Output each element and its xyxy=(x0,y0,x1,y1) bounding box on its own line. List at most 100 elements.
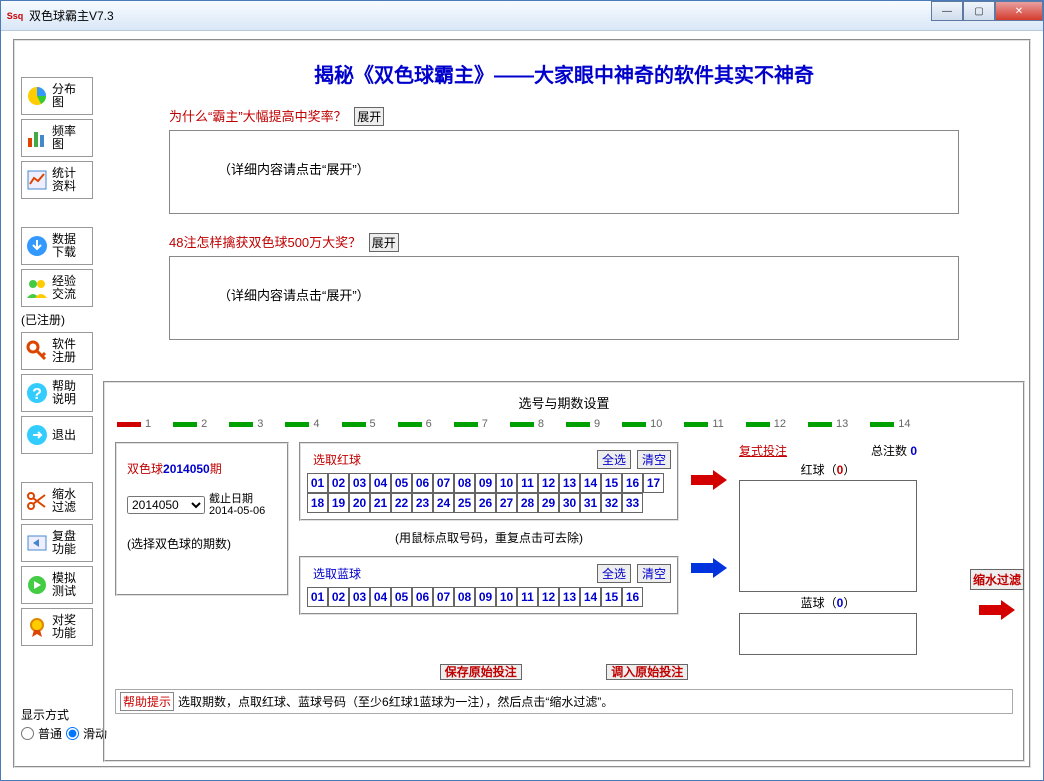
red-num-cell[interactable]: 15 xyxy=(601,473,622,493)
blue-clear-button[interactable]: 清空 xyxy=(637,564,671,583)
blue-all-button[interactable]: 全选 xyxy=(597,564,631,583)
red-num-cell[interactable]: 08 xyxy=(454,473,475,493)
load-button[interactable]: 调入原始投注 xyxy=(606,664,688,680)
sidebar-btn-help[interactable]: ?帮助说明 xyxy=(21,374,93,412)
expand-button-2[interactable]: 展开 xyxy=(369,233,399,252)
arrow-action-icon xyxy=(979,600,1015,620)
red-num-cell[interactable]: 01 xyxy=(307,473,328,493)
red-num-cell[interactable]: 33 xyxy=(622,493,643,513)
track-segment xyxy=(398,422,422,427)
red-num-cell[interactable]: 18 xyxy=(307,493,328,513)
sidebar-btn-chart-pie[interactable]: 分布图 xyxy=(21,77,93,115)
blue-num-cell[interactable]: 13 xyxy=(559,587,580,607)
red-num-cell[interactable]: 11 xyxy=(517,473,538,493)
track-segment xyxy=(684,422,708,427)
sidebar-btn-exit[interactable]: 退出 xyxy=(21,416,93,454)
red-num-cell[interactable]: 25 xyxy=(454,493,475,513)
blue-num-cell[interactable]: 04 xyxy=(370,587,391,607)
red-num-cell[interactable]: 22 xyxy=(391,493,412,513)
red-num-cell[interactable]: 10 xyxy=(496,473,517,493)
blue-num-cell[interactable]: 15 xyxy=(601,587,622,607)
download-icon xyxy=(24,233,50,259)
blue-num-cell[interactable]: 03 xyxy=(349,587,370,607)
sidebar-btn-stats[interactable]: 统计资料 xyxy=(21,161,93,199)
arrow-red-icon xyxy=(691,470,727,490)
blue-num-cell[interactable]: 02 xyxy=(328,587,349,607)
red-num-cell[interactable]: 20 xyxy=(349,493,370,513)
main-heading: 揭秘《双色球霸主》——大家眼中神奇的软件其实不神奇 xyxy=(103,59,1025,88)
sidebar-btn-sim[interactable]: 模拟测试 xyxy=(21,566,93,604)
result-mode[interactable]: 复式投注 xyxy=(739,442,787,459)
red-num-cell[interactable]: 14 xyxy=(580,473,601,493)
question-2: 48注怎样擒获双色球500万大奖？ xyxy=(169,235,361,250)
blue-num-cell[interactable]: 10 xyxy=(496,587,517,607)
red-num-cell[interactable]: 29 xyxy=(538,493,559,513)
red-num-cell[interactable]: 26 xyxy=(475,493,496,513)
red-num-cell[interactable]: 07 xyxy=(433,473,454,493)
red-num-cell[interactable]: 02 xyxy=(328,473,349,493)
question-1: 为什么“霸主”大幅提高中奖率？ xyxy=(169,109,347,124)
red-num-cell[interactable]: 21 xyxy=(370,493,391,513)
save-button[interactable]: 保存原始投注 xyxy=(440,664,522,680)
red-num-cell[interactable]: 28 xyxy=(517,493,538,513)
red-num-cell[interactable]: 16 xyxy=(622,473,643,493)
minimize-button[interactable]: — xyxy=(931,1,963,21)
sidebar-btn-download[interactable]: 数据下载 xyxy=(21,227,93,265)
track-segment xyxy=(342,422,366,427)
blue-num-cell[interactable]: 01 xyxy=(307,587,328,607)
intro-panel: 揭秘《双色球霸主》——大家眼中神奇的软件其实不神奇 为什么“霸主”大幅提高中奖率… xyxy=(103,41,1025,377)
track-segment xyxy=(173,422,197,427)
sidebar-btn-scissors[interactable]: 缩水过滤 xyxy=(21,482,93,520)
blue-num-cell[interactable]: 06 xyxy=(412,587,433,607)
sidebar-btn-people[interactable]: 经验交流 xyxy=(21,269,93,307)
red-num-cell[interactable]: 30 xyxy=(559,493,580,513)
expand-button-1[interactable]: 展开 xyxy=(354,107,384,126)
red-num-cell[interactable]: 19 xyxy=(328,493,349,513)
blue-num-cell[interactable]: 07 xyxy=(433,587,454,607)
red-all-button[interactable]: 全选 xyxy=(597,450,631,469)
red-num-cell[interactable]: 05 xyxy=(391,473,412,493)
period-select[interactable]: 2014050 xyxy=(127,496,205,514)
blue-num-cell[interactable]: 08 xyxy=(454,587,475,607)
sidebar: 分布图频率图统计资料 数据下载经验交流 (已注册) 软件注册?帮助说明退出 缩水… xyxy=(21,77,93,650)
sidebar-btn-chart-bar[interactable]: 频率图 xyxy=(21,119,93,157)
blue-title: 选取蓝球 xyxy=(313,565,361,582)
red-num-cell[interactable]: 27 xyxy=(496,493,517,513)
red-num-cell[interactable]: 13 xyxy=(559,473,580,493)
replay-icon xyxy=(24,530,50,556)
blue-num-cell[interactable]: 05 xyxy=(391,587,412,607)
stats-icon xyxy=(24,167,50,193)
sidebar-btn-prize[interactable]: 对奖功能 xyxy=(21,608,93,646)
help-text: 选取期数，点取红球、蓝球号码（至少6红球1蓝球为一注），然后点击“缩水过滤”。 xyxy=(178,693,613,710)
red-num-cell[interactable]: 06 xyxy=(412,473,433,493)
filter-button[interactable]: 缩水过滤 xyxy=(970,569,1024,590)
panel-title: 选号与期数设置 xyxy=(115,393,1013,412)
red-num-cell[interactable]: 03 xyxy=(349,473,370,493)
red-num-cell[interactable]: 17 xyxy=(643,473,664,493)
arrow-blue-icon xyxy=(691,558,727,578)
sidebar-btn-replay[interactable]: 复盘功能 xyxy=(21,524,93,562)
red-num-cell[interactable]: 09 xyxy=(475,473,496,493)
key-icon xyxy=(24,338,50,364)
red-num-cell[interactable]: 23 xyxy=(412,493,433,513)
info-box-2: （详细内容请点击“展开”） xyxy=(169,256,959,340)
blue-num-cell[interactable]: 16 xyxy=(622,587,643,607)
display-mode-normal-radio[interactable] xyxy=(21,727,34,740)
close-button[interactable]: ✕ xyxy=(995,1,1043,21)
red-clear-button[interactable]: 清空 xyxy=(637,450,671,469)
red-num-cell[interactable]: 31 xyxy=(580,493,601,513)
red-num-cell[interactable]: 12 xyxy=(538,473,559,493)
maximize-button[interactable]: ▢ xyxy=(963,1,995,21)
red-num-cell[interactable]: 32 xyxy=(601,493,622,513)
display-mode-title: 显示方式 xyxy=(21,706,107,723)
blue-pick-box: 选取蓝球 全选 清空 01020304050607080910111213141… xyxy=(299,556,679,615)
blue-num-cell[interactable]: 09 xyxy=(475,587,496,607)
sidebar-btn-key[interactable]: 软件注册 xyxy=(21,332,93,370)
red-num-cell[interactable]: 24 xyxy=(433,493,454,513)
display-mode-scroll-radio[interactable] xyxy=(66,727,79,740)
blue-num-cell[interactable]: 11 xyxy=(517,587,538,607)
blue-num-cell[interactable]: 12 xyxy=(538,587,559,607)
track-segment xyxy=(229,422,253,427)
red-num-cell[interactable]: 04 xyxy=(370,473,391,493)
blue-num-cell[interactable]: 14 xyxy=(580,587,601,607)
